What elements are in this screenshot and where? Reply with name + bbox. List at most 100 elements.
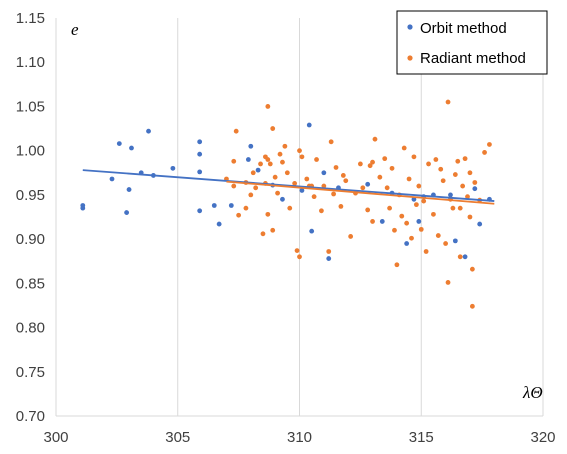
orbit-method-point [379, 219, 385, 224]
orbit-method-point [80, 203, 86, 208]
orbit-method-trendline [82, 169, 495, 202]
radiant-method-point [465, 194, 470, 200]
radiant-method-point [297, 148, 302, 154]
radiant-method-trendline [226, 180, 495, 205]
x-tick-label: 305 [165, 429, 190, 446]
y-tick-label: 0.90 [16, 231, 45, 248]
radiant-method-point [357, 161, 363, 167]
orbit-method-point [197, 169, 203, 175]
radiant-method-point [401, 145, 407, 151]
y-tick-label: 1.10 [16, 54, 45, 71]
orbit-method-point [321, 170, 327, 176]
radiant-method-point [370, 159, 375, 165]
radiant-method-point [231, 183, 237, 189]
radiant-method-point [462, 156, 468, 162]
orbit-method-point [197, 139, 203, 145]
orbit-method-point [299, 188, 305, 193]
radiant-method-point [348, 234, 354, 239]
orbit-method-point [306, 122, 312, 128]
x-tick-label: 320 [530, 429, 555, 446]
radiant-method-point [472, 180, 478, 185]
radiant-method-point [270, 227, 276, 233]
radiant-method-point [416, 183, 422, 189]
orbit-method-point [197, 151, 203, 157]
legend: Orbit method Radiant method [396, 10, 548, 75]
radiant-method-point [457, 254, 463, 260]
radiant-method-point [338, 203, 344, 209]
radiant-method-point [384, 185, 390, 191]
orbit-method-point [211, 203, 217, 208]
radiant-method-point [360, 185, 366, 191]
radiant-method-point [248, 192, 254, 198]
radiant-method-point [233, 128, 239, 134]
orbit-method-point [448, 192, 453, 198]
radiant-method-point [440, 178, 446, 184]
radiant-method-point [399, 213, 405, 219]
radiant-method-point [253, 185, 259, 191]
orbit-method-point [309, 228, 315, 234]
radiant-method-point [365, 207, 371, 213]
y-tick-label: 0.85 [16, 275, 45, 292]
radiant-method-point [467, 170, 473, 176]
radiant-method-point [297, 254, 302, 260]
radiant-method-point [392, 227, 397, 233]
radiant-method-point [277, 151, 283, 157]
radiant-method-point [321, 183, 327, 189]
radiant-method-point [270, 126, 276, 131]
orbit-method-point [228, 203, 234, 208]
orbit-method-point [477, 221, 483, 227]
radiant-method-point [426, 161, 431, 167]
y-tick-label: 0.95 [16, 187, 45, 204]
radiant-method-point [319, 208, 324, 214]
orbit-method-point [365, 181, 371, 187]
legend-box [396, 10, 548, 75]
legend-marker-orbit-method [407, 24, 413, 30]
orbit-method-point [280, 196, 285, 202]
orbit-method-point [416, 219, 422, 224]
radiant-method-point [287, 205, 293, 211]
radiant-method-point [394, 262, 400, 268]
radiant-method-point [326, 249, 332, 254]
orbit-method-point [326, 256, 332, 261]
orbit-method-point [404, 241, 410, 246]
radiant-method-point [250, 170, 256, 176]
radiant-method-point [455, 158, 461, 164]
y-tick-label: 1.05 [16, 98, 45, 115]
radiant-method-point [443, 241, 448, 246]
x-tick-label: 310 [287, 429, 312, 446]
orbit-method-point [472, 186, 478, 192]
radiant-method-point [267, 161, 273, 167]
radiant-method-point [304, 176, 310, 182]
radiant-method-point [284, 170, 290, 176]
radiant-method-point [487, 142, 492, 147]
radiant-method-point [445, 280, 451, 285]
legend-label-radiant-method: Radiant method [420, 50, 526, 67]
radiant-method-point [280, 159, 285, 165]
radiant-method-point [433, 157, 439, 162]
orbit-method-point [129, 145, 134, 151]
legend-label-orbit-method: Orbit method [420, 20, 507, 37]
radiant-method-point [423, 249, 429, 254]
y-axis-title: e [71, 20, 79, 39]
orbit-method-point [255, 167, 261, 173]
radiant-method-point [438, 166, 444, 172]
y-tick-labels: 0.70 0.75 0.80 0.85 0.90 0.95 1.00 1.05 1.10 1.15 [16, 10, 45, 425]
radiant-method-point [450, 205, 456, 211]
radiant-method-point [265, 104, 271, 109]
vertical-gridlines [55, 18, 544, 416]
radiant-method-point [382, 156, 388, 162]
y-tick-label: 0.75 [16, 364, 45, 381]
radiant-method-point [377, 174, 383, 180]
orbit-method-point [109, 176, 115, 182]
radiant-method-point [311, 194, 317, 200]
radiant-method-point [275, 190, 280, 196]
x-tick-label: 300 [43, 429, 68, 446]
radiant-method-point [265, 157, 271, 162]
radiant-method-point [231, 158, 237, 164]
radiant-method-point [411, 154, 417, 160]
radiant-method-point [431, 211, 436, 217]
radiant-method-point [260, 231, 266, 237]
orbit-method-point [452, 238, 458, 244]
orbit-method-point [197, 208, 203, 214]
